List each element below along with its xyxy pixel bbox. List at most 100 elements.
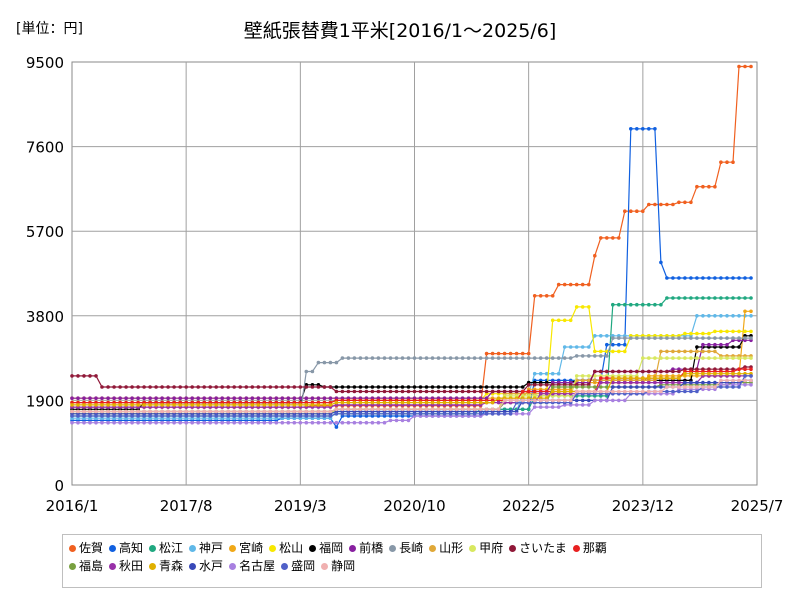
data-point <box>749 314 753 318</box>
data-point <box>124 385 128 389</box>
data-point <box>502 356 507 360</box>
data-point <box>406 407 411 412</box>
data-point <box>719 276 723 280</box>
data-point <box>593 389 597 394</box>
data-point <box>556 318 561 323</box>
data-point <box>322 420 327 425</box>
data-point <box>148 420 152 425</box>
data-point <box>701 371 705 376</box>
data-point <box>436 412 441 416</box>
data-point <box>677 296 681 300</box>
data-point <box>749 309 753 314</box>
data-point <box>262 396 267 401</box>
data-point <box>460 407 465 412</box>
data-point <box>737 329 741 334</box>
data-point <box>713 349 717 354</box>
data-point <box>641 385 645 389</box>
data-point <box>743 378 747 383</box>
data-point <box>436 407 441 412</box>
data-point <box>587 389 591 394</box>
data-point <box>250 414 255 418</box>
data-point <box>701 385 705 389</box>
data-point <box>232 414 236 418</box>
data-point <box>220 385 224 389</box>
data-point <box>352 407 357 412</box>
data-point <box>629 127 633 131</box>
data-point <box>166 396 170 401</box>
data-point <box>641 380 645 385</box>
data-point <box>737 336 741 340</box>
chart-title: 壁紙張替費1平米[2016/1～2025/6] <box>243 20 557 42</box>
data-point <box>574 403 579 407</box>
data-point <box>208 414 212 418</box>
data-point <box>683 380 687 385</box>
data-point <box>737 356 741 360</box>
data-point <box>190 403 194 407</box>
data-point <box>719 336 723 340</box>
data-point <box>484 385 489 389</box>
data-point <box>659 302 663 307</box>
data-point <box>436 400 441 405</box>
data-point <box>466 400 471 405</box>
data-point <box>659 369 663 374</box>
data-point <box>544 294 549 298</box>
data-point <box>442 407 447 412</box>
x-tick-label: 2019/3 <box>274 497 327 515</box>
data-point <box>695 276 699 280</box>
data-point <box>490 412 495 416</box>
data-point <box>172 420 176 425</box>
data-point <box>647 302 651 307</box>
data-point <box>256 403 261 407</box>
data-point <box>683 336 687 340</box>
data-point <box>617 380 621 385</box>
data-point <box>653 380 657 385</box>
data-point <box>677 380 681 385</box>
data-point <box>562 356 567 360</box>
data-point <box>124 403 128 407</box>
data-point <box>82 409 86 414</box>
data-point <box>298 403 303 407</box>
legend-label: 宮崎 <box>239 541 264 555</box>
data-point <box>94 396 98 401</box>
data-point <box>406 385 411 389</box>
data-point <box>683 371 687 376</box>
data-point <box>538 294 543 298</box>
data-point <box>76 374 80 378</box>
data-point <box>713 314 717 318</box>
data-point <box>394 418 399 423</box>
data-point <box>725 160 729 164</box>
data-point <box>160 420 164 425</box>
data-point <box>364 356 369 360</box>
data-point <box>593 354 597 358</box>
data-point <box>274 414 279 418</box>
data-point <box>232 403 236 407</box>
data-point <box>370 400 375 405</box>
data-point <box>106 385 110 389</box>
data-point <box>532 383 537 387</box>
legend-label: 高知 <box>119 541 144 555</box>
data-point <box>292 403 297 407</box>
data-point <box>226 403 230 407</box>
data-point <box>719 342 723 347</box>
data-point <box>532 294 537 298</box>
data-point <box>460 385 465 389</box>
data-point <box>593 398 597 403</box>
data-point <box>659 385 663 389</box>
data-point <box>647 385 651 389</box>
data-point <box>142 420 146 425</box>
data-point <box>701 356 705 360</box>
x-tick-label: 2016/1 <box>46 497 99 515</box>
data-point <box>725 276 729 280</box>
data-point <box>689 296 693 300</box>
data-point <box>190 409 194 414</box>
data-point <box>568 356 573 360</box>
data-point <box>749 383 753 387</box>
data-point <box>538 383 543 387</box>
data-point <box>731 160 735 164</box>
data-point <box>430 412 435 416</box>
data-point <box>226 396 230 401</box>
data-point <box>731 296 735 300</box>
data-point <box>244 414 249 418</box>
data-point <box>749 276 753 280</box>
data-point <box>490 356 495 360</box>
